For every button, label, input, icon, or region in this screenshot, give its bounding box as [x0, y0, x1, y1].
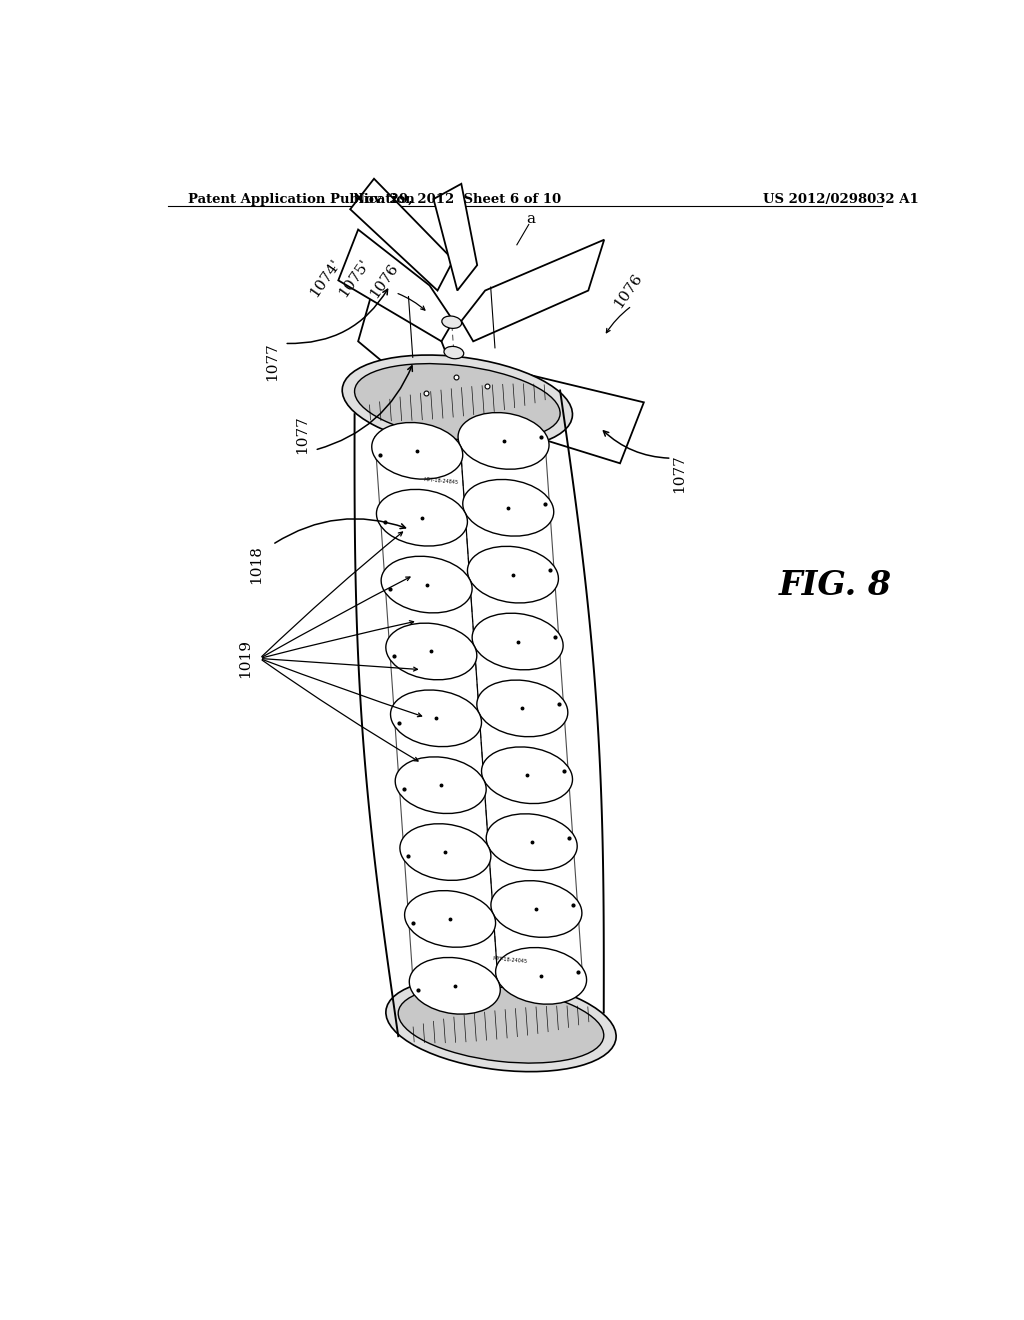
FancyArrowPatch shape	[262, 660, 418, 762]
Polygon shape	[338, 230, 454, 342]
Text: 1077: 1077	[673, 454, 686, 492]
Ellipse shape	[398, 986, 604, 1063]
FancyArrowPatch shape	[274, 519, 406, 543]
Ellipse shape	[444, 346, 464, 359]
FancyArrowPatch shape	[287, 289, 387, 343]
Text: 1019: 1019	[239, 639, 253, 678]
Ellipse shape	[354, 363, 560, 441]
Text: MPT-18-24845: MPT-18-24845	[423, 477, 459, 486]
Text: 1077: 1077	[296, 416, 309, 454]
Ellipse shape	[490, 880, 582, 937]
Ellipse shape	[463, 479, 554, 536]
FancyArrowPatch shape	[398, 293, 425, 310]
FancyArrowPatch shape	[603, 430, 669, 458]
FancyArrowPatch shape	[262, 577, 410, 657]
Polygon shape	[433, 183, 477, 290]
FancyArrowPatch shape	[606, 308, 630, 333]
FancyArrowPatch shape	[262, 660, 422, 717]
Text: Patent Application Publication: Patent Application Publication	[187, 193, 415, 206]
Ellipse shape	[410, 957, 501, 1014]
Polygon shape	[477, 372, 644, 463]
Polygon shape	[350, 178, 454, 290]
Ellipse shape	[472, 614, 563, 669]
Text: 1077: 1077	[265, 342, 280, 381]
FancyArrowPatch shape	[317, 366, 413, 449]
Ellipse shape	[400, 824, 490, 880]
Text: 1076: 1076	[611, 271, 645, 310]
Text: a: a	[526, 213, 536, 227]
FancyArrowPatch shape	[262, 659, 418, 671]
FancyArrowPatch shape	[262, 532, 402, 656]
FancyArrowPatch shape	[262, 620, 414, 657]
Ellipse shape	[496, 948, 587, 1005]
Ellipse shape	[441, 315, 462, 329]
Ellipse shape	[481, 747, 572, 804]
Text: FIG. 8: FIG. 8	[778, 569, 892, 602]
Ellipse shape	[404, 891, 496, 948]
Text: 1074': 1074'	[307, 256, 343, 300]
Ellipse shape	[467, 546, 558, 603]
Ellipse shape	[342, 355, 572, 450]
Polygon shape	[461, 240, 604, 342]
Text: US 2012/0298032 A1: US 2012/0298032 A1	[763, 193, 919, 206]
Ellipse shape	[381, 556, 472, 612]
Polygon shape	[358, 285, 458, 408]
Ellipse shape	[395, 756, 486, 813]
Ellipse shape	[372, 422, 463, 479]
Ellipse shape	[386, 977, 616, 1072]
Ellipse shape	[458, 413, 549, 469]
Ellipse shape	[377, 490, 467, 546]
Ellipse shape	[477, 680, 568, 737]
Ellipse shape	[486, 814, 578, 870]
Text: MPT-18-24045: MPT-18-24045	[493, 956, 528, 964]
Text: 1018: 1018	[250, 545, 263, 585]
Ellipse shape	[390, 690, 481, 747]
Ellipse shape	[386, 623, 477, 680]
Text: 1075': 1075'	[336, 257, 372, 300]
Text: 1076: 1076	[368, 260, 401, 301]
Text: Nov. 29, 2012  Sheet 6 of 10: Nov. 29, 2012 Sheet 6 of 10	[353, 193, 561, 206]
